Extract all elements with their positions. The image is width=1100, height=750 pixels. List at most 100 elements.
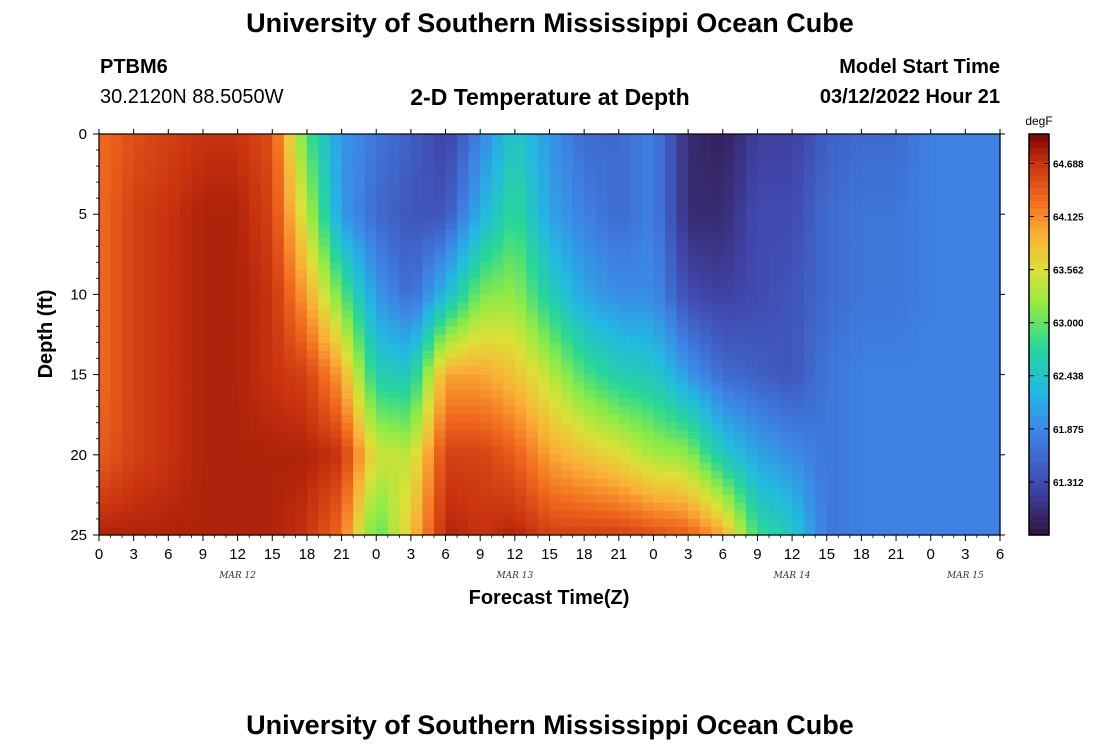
heatmap-cell bbox=[826, 190, 839, 199]
heatmap-cell bbox=[630, 318, 643, 328]
heatmap-cell bbox=[803, 494, 816, 504]
heatmap-cell bbox=[191, 430, 204, 440]
heatmap-cell bbox=[306, 430, 320, 440]
heatmap-cell bbox=[145, 254, 158, 263]
heatmap-cell bbox=[364, 510, 377, 520]
heatmap-cell bbox=[792, 166, 805, 175]
heatmap-cell bbox=[399, 366, 412, 376]
heatmap-cell bbox=[110, 414, 123, 424]
heatmap-cell bbox=[179, 198, 193, 207]
heatmap-cell bbox=[422, 350, 435, 360]
heatmap-cell bbox=[480, 494, 493, 504]
heatmap-cell bbox=[838, 446, 851, 456]
heatmap-cell bbox=[780, 302, 793, 312]
heatmap-cell bbox=[665, 270, 678, 279]
heatmap-cell bbox=[306, 222, 320, 231]
heatmap-cell bbox=[202, 174, 216, 183]
heatmap-cell bbox=[630, 182, 643, 191]
heatmap-cell bbox=[145, 390, 158, 400]
heatmap-cell bbox=[503, 462, 516, 472]
heatmap-cell bbox=[711, 526, 724, 536]
heatmap-cell bbox=[826, 246, 839, 255]
date-label: MAR 13 bbox=[495, 571, 533, 581]
heatmap-cell bbox=[838, 222, 851, 231]
heatmap-cell bbox=[306, 198, 320, 207]
heatmap-cell bbox=[815, 414, 828, 424]
heatmap-cell bbox=[433, 246, 447, 255]
heatmap-cell bbox=[168, 438, 181, 448]
heatmap-cell bbox=[168, 446, 181, 456]
heatmap-cell bbox=[572, 190, 585, 199]
heatmap-cell bbox=[376, 318, 389, 328]
heatmap-cell bbox=[226, 510, 239, 520]
heatmap-cell bbox=[364, 158, 377, 167]
heatmap-cell bbox=[711, 342, 724, 352]
heatmap-cell bbox=[156, 230, 169, 239]
heatmap-cell bbox=[226, 198, 239, 207]
heatmap-cell bbox=[630, 390, 643, 400]
heatmap-cell bbox=[780, 198, 793, 207]
heatmap-cell bbox=[145, 286, 158, 295]
heatmap-cell bbox=[491, 238, 504, 247]
heatmap-cell bbox=[468, 406, 481, 416]
heatmap-cell bbox=[191, 302, 204, 312]
heatmap-cell bbox=[711, 174, 724, 183]
heatmap-cell bbox=[179, 342, 193, 352]
heatmap-cell bbox=[849, 318, 862, 328]
heatmap-cell bbox=[133, 182, 146, 191]
heatmap-cell bbox=[942, 478, 955, 488]
heatmap-cell bbox=[965, 278, 978, 287]
heatmap-cell bbox=[838, 278, 851, 287]
heatmap-cell bbox=[110, 406, 123, 416]
heatmap-cell bbox=[838, 526, 851, 536]
heatmap-cell bbox=[930, 510, 943, 520]
heatmap-cell bbox=[549, 518, 562, 528]
heatmap-cell bbox=[99, 206, 112, 215]
heatmap-cell bbox=[537, 270, 551, 279]
heatmap-cell bbox=[318, 254, 331, 263]
heatmap-cell bbox=[237, 470, 250, 480]
heatmap-cell bbox=[722, 238, 735, 247]
heatmap-cell bbox=[110, 366, 123, 376]
heatmap-cell bbox=[780, 238, 793, 247]
heatmap-cell bbox=[295, 438, 308, 448]
heatmap-cell bbox=[711, 294, 724, 304]
heatmap-cell bbox=[803, 462, 816, 472]
heatmap-cell bbox=[110, 278, 123, 287]
heatmap-cell bbox=[872, 278, 886, 287]
heatmap-cell bbox=[156, 446, 169, 456]
heatmap-cell bbox=[734, 198, 747, 207]
heatmap-cell bbox=[884, 518, 897, 528]
heatmap-cell bbox=[768, 182, 782, 191]
heatmap-cell bbox=[919, 254, 932, 263]
heatmap-cell bbox=[526, 454, 539, 464]
heatmap-cell bbox=[907, 198, 920, 207]
heatmap-cell bbox=[260, 150, 273, 159]
heatmap-cell bbox=[595, 406, 608, 416]
heatmap-cell bbox=[826, 182, 839, 191]
y-tick-label: 5 bbox=[79, 206, 87, 223]
heatmap-cell bbox=[364, 430, 377, 440]
heatmap-cell bbox=[676, 390, 689, 400]
heatmap-cell bbox=[306, 398, 320, 408]
heatmap-cell bbox=[514, 150, 527, 159]
heatmap-cell bbox=[653, 358, 666, 368]
heatmap-cell bbox=[468, 278, 481, 287]
heatmap-cell bbox=[457, 494, 470, 504]
heatmap-cell bbox=[607, 342, 620, 352]
heatmap-cell bbox=[607, 182, 620, 191]
heatmap-cell bbox=[618, 310, 631, 320]
heatmap-cell bbox=[711, 190, 724, 199]
heatmap-cell bbox=[572, 286, 585, 295]
heatmap-cell bbox=[641, 262, 655, 271]
heatmap-cell bbox=[549, 446, 562, 456]
heatmap-cell bbox=[942, 438, 955, 448]
heatmap-cell bbox=[376, 310, 389, 320]
heatmap-cell bbox=[711, 326, 724, 336]
heatmap-cell bbox=[942, 518, 955, 528]
heatmap-cell bbox=[561, 230, 574, 239]
heatmap-cell bbox=[341, 502, 354, 512]
heatmap-cell bbox=[641, 502, 655, 512]
heatmap-cell bbox=[884, 158, 897, 167]
heatmap-cell bbox=[907, 150, 920, 159]
